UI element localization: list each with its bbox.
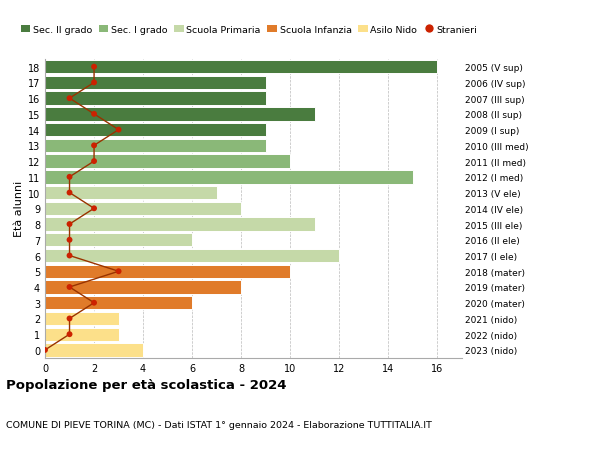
Point bbox=[89, 158, 99, 165]
Point bbox=[114, 127, 124, 134]
Point bbox=[40, 347, 50, 354]
Bar bbox=[45, 77, 266, 90]
Point bbox=[65, 315, 74, 322]
Bar bbox=[45, 186, 217, 200]
Bar bbox=[45, 265, 290, 278]
Bar bbox=[45, 281, 241, 294]
Point bbox=[89, 111, 99, 118]
Point bbox=[65, 95, 74, 103]
Point bbox=[89, 299, 99, 307]
Point bbox=[89, 142, 99, 150]
Bar bbox=[45, 123, 266, 137]
Point bbox=[65, 284, 74, 291]
Point bbox=[65, 252, 74, 260]
Point bbox=[65, 174, 74, 181]
Bar bbox=[45, 297, 192, 310]
Bar bbox=[45, 171, 413, 184]
Bar bbox=[45, 140, 266, 153]
Bar bbox=[45, 249, 340, 263]
Bar bbox=[45, 312, 119, 325]
Text: COMUNE DI PIEVE TORINA (MC) - Dati ISTAT 1° gennaio 2024 - Elaborazione TUTTITAL: COMUNE DI PIEVE TORINA (MC) - Dati ISTAT… bbox=[6, 420, 432, 429]
Text: Popolazione per età scolastica - 2024: Popolazione per età scolastica - 2024 bbox=[6, 379, 287, 392]
Point bbox=[89, 64, 99, 71]
Bar bbox=[45, 343, 143, 357]
Point bbox=[65, 190, 74, 197]
Point bbox=[114, 268, 124, 275]
Point bbox=[89, 79, 99, 87]
Bar bbox=[45, 61, 437, 74]
Point bbox=[65, 331, 74, 338]
Point bbox=[65, 236, 74, 244]
Bar bbox=[45, 202, 241, 216]
Point bbox=[65, 221, 74, 228]
Bar bbox=[45, 218, 315, 231]
Bar bbox=[45, 92, 266, 106]
Bar bbox=[45, 234, 192, 247]
Y-axis label: Età alunni: Età alunni bbox=[14, 181, 23, 237]
Bar bbox=[45, 328, 119, 341]
Legend: Sec. II grado, Sec. I grado, Scuola Primaria, Scuola Infanzia, Asilo Nido, Stran: Sec. II grado, Sec. I grado, Scuola Prim… bbox=[20, 26, 477, 34]
Point bbox=[89, 205, 99, 213]
Bar bbox=[45, 108, 315, 121]
Bar bbox=[45, 155, 290, 168]
